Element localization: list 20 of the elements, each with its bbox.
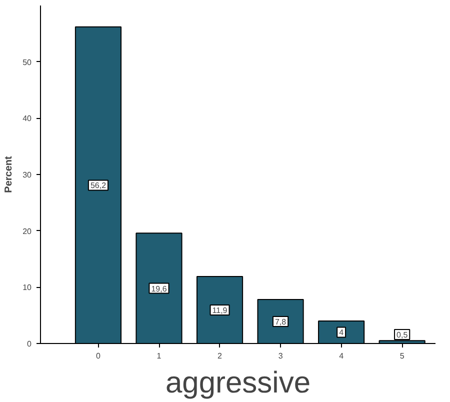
data-label: 4 [339,328,344,338]
x-tick-label: 0 [96,352,102,360]
data-label: 7,8 [274,318,287,327]
x-tick-label: 4 [339,352,344,360]
x-tick-label: 3 [278,352,284,360]
y-tick-label: 50 [22,58,32,67]
y-tick-label: 10 [22,283,32,292]
x-tick-label: 1 [156,352,162,360]
data-label: 56,2 [90,181,107,190]
x-tick-label: 5 [400,352,405,360]
y-tick-label: 20 [22,226,32,236]
y-axis-title: Percent [4,155,15,193]
x-axis-title: aggressive [165,366,311,400]
data-label: 11,9 [212,306,228,315]
data-label: 0,5 [396,330,408,340]
y-tick-label: 40 [22,114,32,124]
y-tick-label: 0 [27,340,32,348]
y-tick-label: 30 [22,170,32,180]
data-label: 19,6 [151,284,168,294]
x-tick-label: 2 [218,352,223,360]
